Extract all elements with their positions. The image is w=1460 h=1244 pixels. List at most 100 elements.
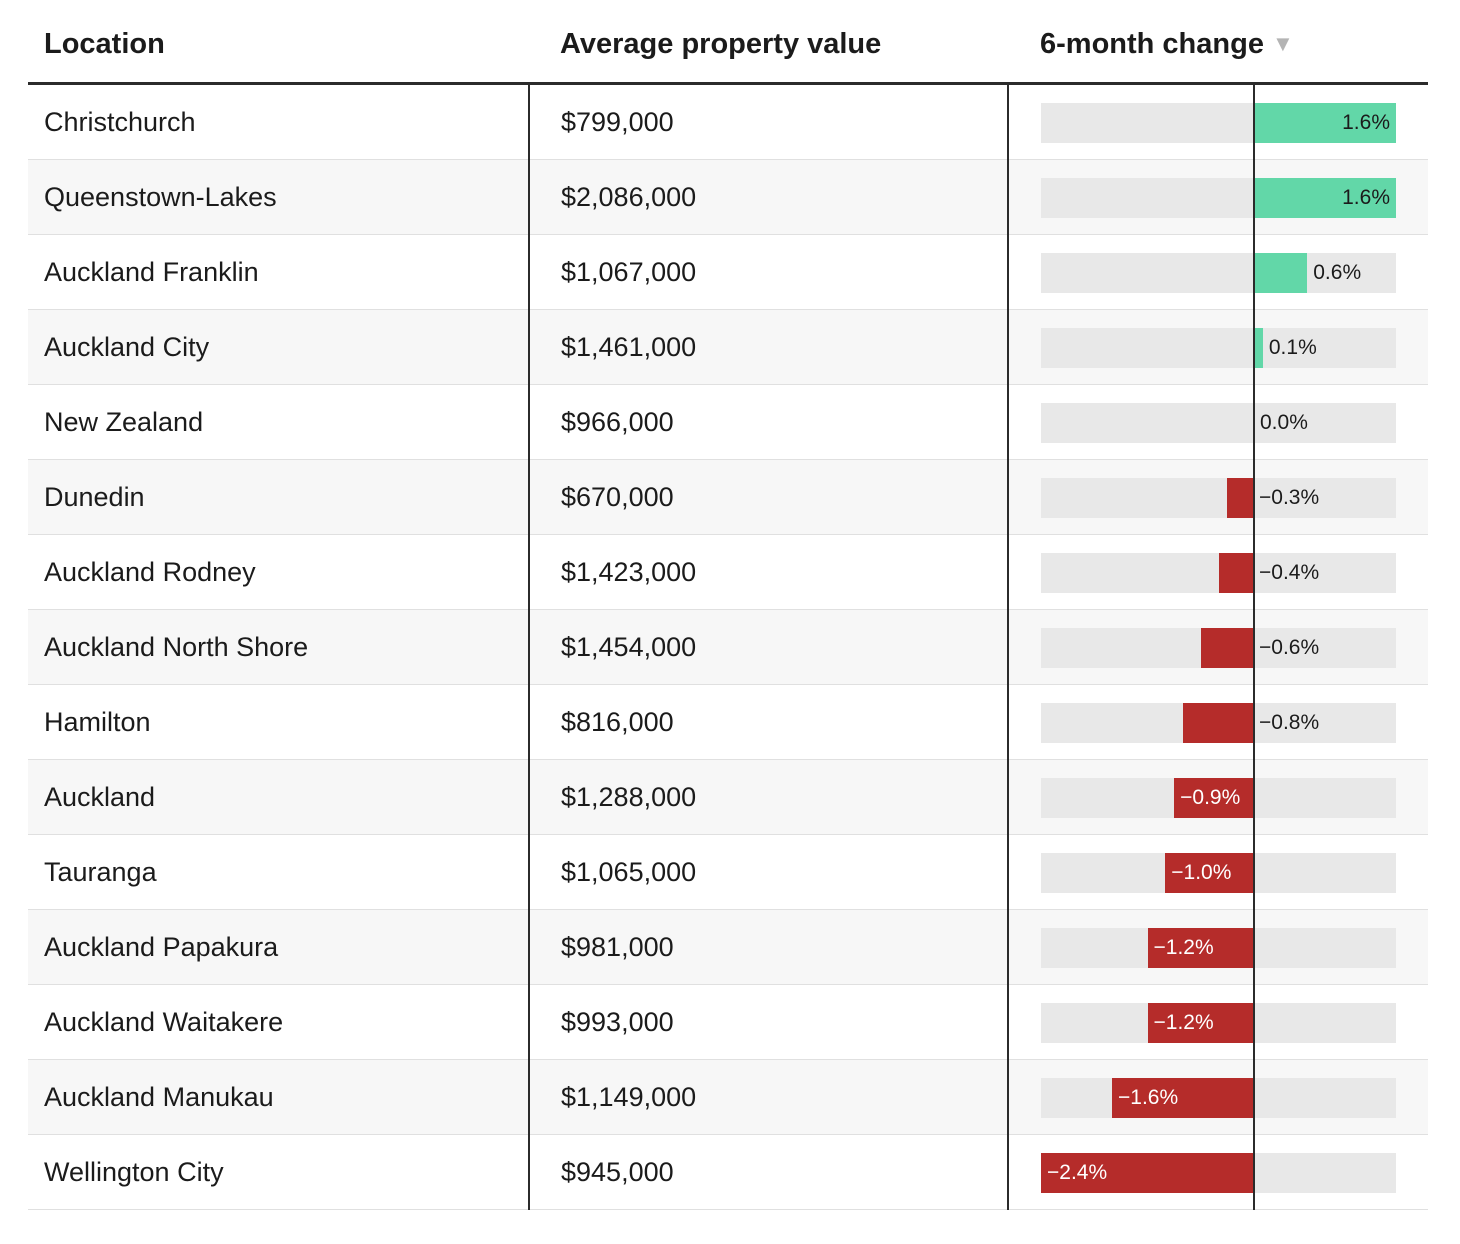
value-cell: $2,086,000 [561, 182, 697, 212]
value-cell: $945,000 [561, 1157, 674, 1187]
column-divider-2 [1007, 85, 1009, 1210]
change-bar [1254, 328, 1263, 368]
change-bar [1147, 1003, 1254, 1043]
sort-desc-icon[interactable]: ▼ [1271, 31, 1294, 56]
change-label: −0.3% [1259, 486, 1320, 509]
change-bar [1165, 853, 1254, 893]
location-cell: Hamilton [44, 707, 151, 737]
value-cell: $1,149,000 [561, 1082, 697, 1112]
change-label: −1.6% [1118, 1086, 1179, 1109]
table-row: Auckland North Shore $1,454,000 −0.6% [28, 610, 1428, 685]
property-value-table: Location Average property value 6-month … [28, 0, 1428, 1210]
location-cell: Auckland [44, 782, 156, 812]
value-cell: $1,288,000 [561, 782, 697, 812]
change-bar-track: −1.6% [1041, 1078, 1396, 1118]
change-label: −1.2% [1153, 936, 1214, 959]
location-cell: Auckland Rodney [44, 557, 256, 587]
change-bar [1041, 1153, 1254, 1193]
change-label: −0.9% [1180, 786, 1241, 809]
table-row: Christchurch $799,000 1.6% [28, 85, 1428, 160]
change-label: −2.4% [1047, 1161, 1108, 1184]
table-row: New Zealand $966,000 0.0% [28, 385, 1428, 460]
table-body: Christchurch $799,000 1.6% Queenstown-Lakes… [28, 85, 1428, 1210]
change-bar-track: 1.6% [1041, 178, 1396, 218]
location-cell: Auckland City [44, 332, 210, 362]
change-bar-track: −0.6% [1041, 628, 1396, 668]
table-row: Auckland City $1,461,000 0.1% [28, 310, 1428, 385]
table-header: Location Average property value 6-month … [28, 0, 1428, 85]
change-bar-track: 0.0% [1041, 403, 1396, 443]
value-cell: $799,000 [561, 107, 674, 137]
location-cell: Queenstown-Lakes [44, 182, 277, 212]
change-bar-track: −1.2% [1041, 1003, 1396, 1043]
change-bar [1147, 928, 1254, 968]
table-row: Queenstown-Lakes $2,086,000 1.6% [28, 160, 1428, 235]
change-label: −0.4% [1259, 561, 1320, 584]
location-cell: Wellington City [44, 1157, 224, 1187]
column-header-change[interactable]: 6-month change ▼ [1040, 28, 1294, 61]
table-row: Tauranga $1,065,000 −1.0% [28, 835, 1428, 910]
value-cell: $1,461,000 [561, 332, 697, 362]
table-row: Auckland Franklin $1,067,000 0.6% [28, 235, 1428, 310]
change-label: −1.2% [1153, 1011, 1214, 1034]
location-cell: Auckland North Shore [44, 632, 309, 662]
change-bar [1254, 253, 1308, 293]
change-bar-track: −1.2% [1041, 928, 1396, 968]
change-label: 0.1% [1268, 336, 1317, 359]
change-bar [1200, 628, 1254, 668]
change-bar [1254, 103, 1396, 143]
value-cell: $1,065,000 [561, 857, 697, 887]
change-label: 0.6% [1313, 261, 1362, 284]
table-row: Wellington City $945,000 −2.4% [28, 1135, 1428, 1210]
change-bar-track: −2.4% [1041, 1153, 1396, 1193]
change-label: 1.6% [1342, 111, 1390, 134]
change-label: 1.6% [1342, 186, 1390, 209]
change-label: −0.6% [1259, 636, 1320, 659]
change-bar [1174, 778, 1254, 818]
value-cell: $670,000 [561, 482, 674, 512]
table-row: Auckland Manukau $1,149,000 −1.6% [28, 1060, 1428, 1135]
change-label: −0.8% [1259, 711, 1320, 734]
change-bar-track: −0.4% [1041, 553, 1396, 593]
table-row: Auckland $1,288,000 −0.9% [28, 760, 1428, 835]
change-bar [1254, 178, 1396, 218]
change-label: −1.0% [1171, 861, 1232, 884]
table-row: Auckland Rodney $1,423,000 −0.4% [28, 535, 1428, 610]
location-cell: Christchurch [44, 107, 196, 137]
location-cell: Auckland Papakura [44, 932, 279, 962]
change-bar [1112, 1078, 1254, 1118]
value-cell: $1,423,000 [561, 557, 697, 587]
value-cell: $993,000 [561, 1007, 674, 1037]
table-row: Auckland Waitakere $993,000 −1.2% [28, 985, 1428, 1060]
zero-axis-line [1253, 85, 1255, 1210]
value-cell: $966,000 [561, 407, 674, 437]
change-bar-track: 0.6% [1041, 253, 1396, 293]
location-cell: Auckland Waitakere [44, 1007, 284, 1037]
change-bar-track: −0.3% [1041, 478, 1396, 518]
table-row: Dunedin $670,000 −0.3% [28, 460, 1428, 535]
change-bar-track: 0.1% [1041, 328, 1396, 368]
column-header-value[interactable]: Average property value [560, 28, 882, 60]
table-row: Auckland Papakura $981,000 −1.2% [28, 910, 1428, 985]
value-cell: $1,454,000 [561, 632, 697, 662]
column-header-change-label: 6-month change [1040, 28, 1264, 60]
change-label: 0.0% [1260, 411, 1308, 434]
change-bar-track: −1.0% [1041, 853, 1396, 893]
location-cell: Auckland Manukau [44, 1082, 274, 1112]
value-cell: $1,067,000 [561, 257, 697, 287]
column-divider-1 [528, 85, 530, 1210]
change-bar [1227, 478, 1254, 518]
table-row: Hamilton $816,000 −0.8% [28, 685, 1428, 760]
location-cell: New Zealand [44, 407, 204, 437]
value-cell: $816,000 [561, 707, 674, 737]
location-cell: Tauranga [44, 857, 157, 887]
value-cell: $981,000 [561, 932, 674, 962]
column-header-location[interactable]: Location [44, 28, 165, 60]
location-cell: Auckland Franklin [44, 257, 259, 287]
change-bar [1218, 553, 1254, 593]
location-cell: Dunedin [44, 482, 145, 512]
change-bar [1183, 703, 1254, 743]
change-bar-track: −0.8% [1041, 703, 1396, 743]
change-bar-track: 1.6% [1041, 103, 1396, 143]
change-bar-track: −0.9% [1041, 778, 1396, 818]
